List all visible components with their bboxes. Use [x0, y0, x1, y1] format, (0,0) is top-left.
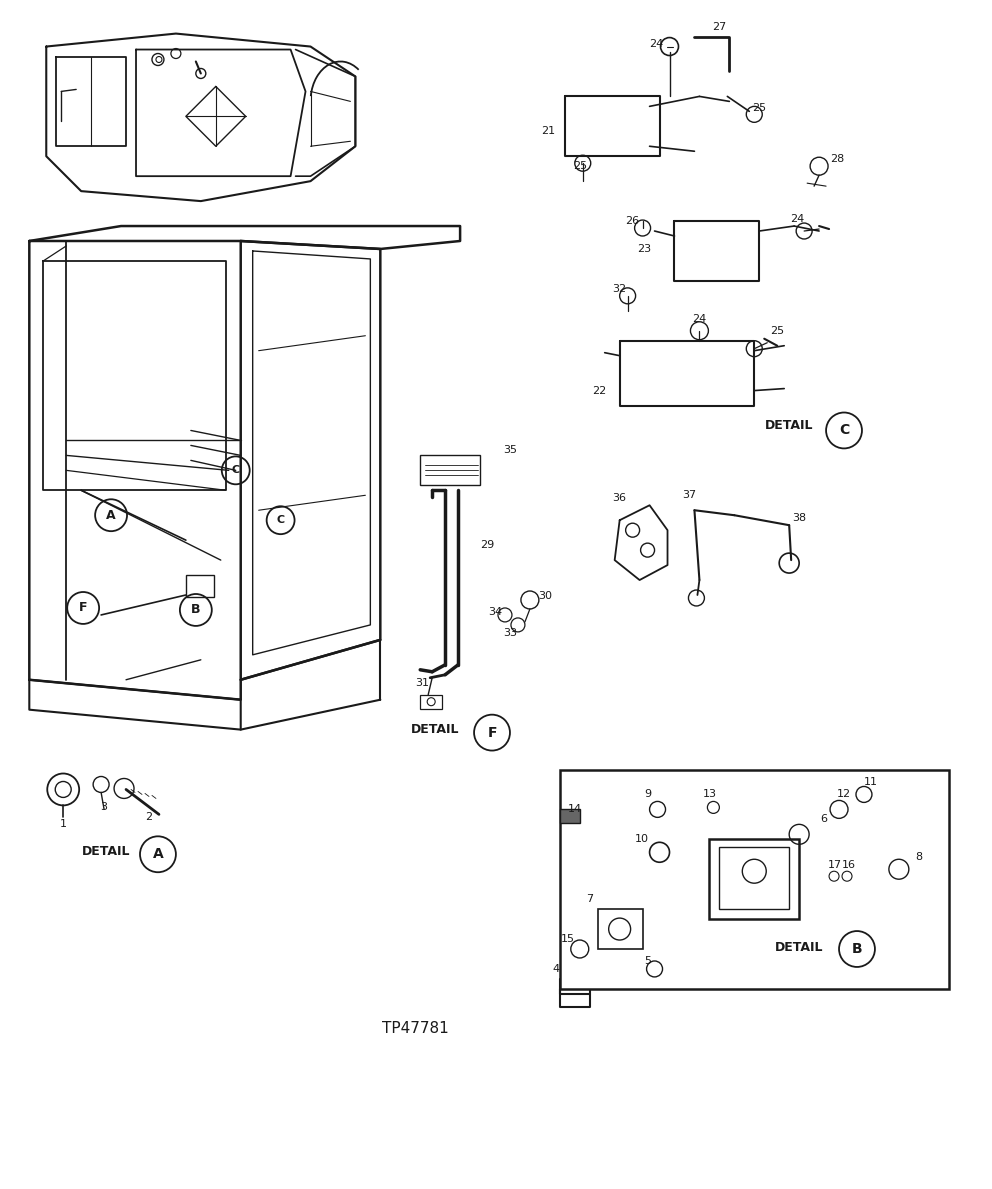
Text: 23: 23 — [638, 244, 652, 254]
Text: 28: 28 — [830, 155, 844, 164]
Bar — [421, 694, 442, 709]
Text: F: F — [487, 725, 497, 740]
Text: 7: 7 — [586, 894, 593, 904]
Bar — [559, 769, 948, 989]
Text: DETAIL: DETAIL — [765, 419, 813, 432]
Text: 24: 24 — [650, 38, 664, 49]
Text: A: A — [153, 848, 164, 861]
Text: 11: 11 — [864, 778, 878, 787]
Text: B: B — [852, 942, 862, 956]
Text: 37: 37 — [682, 490, 696, 501]
Text: 24: 24 — [790, 214, 805, 224]
Text: 31: 31 — [416, 678, 430, 687]
Bar — [421, 455, 480, 485]
Text: 29: 29 — [480, 540, 494, 551]
Bar — [709, 839, 800, 919]
Text: 25: 25 — [770, 326, 785, 335]
Text: 24: 24 — [692, 314, 706, 323]
Text: 22: 22 — [592, 385, 607, 396]
Text: 32: 32 — [613, 284, 627, 294]
Text: C: C — [232, 465, 240, 476]
Text: B: B — [191, 604, 200, 616]
Text: 35: 35 — [503, 446, 517, 455]
Text: 21: 21 — [541, 126, 555, 137]
Text: 38: 38 — [792, 514, 806, 523]
Text: C: C — [839, 423, 849, 438]
Text: 34: 34 — [488, 606, 502, 617]
Text: 36: 36 — [613, 493, 627, 503]
Text: 12: 12 — [837, 789, 851, 799]
Text: C: C — [277, 515, 285, 526]
Text: 27: 27 — [712, 21, 726, 32]
Text: 15: 15 — [560, 935, 574, 944]
Text: A: A — [106, 509, 116, 522]
Text: 25: 25 — [572, 162, 587, 171]
Text: 8: 8 — [916, 853, 923, 862]
Text: DETAIL: DETAIL — [775, 940, 823, 954]
Text: 2: 2 — [146, 812, 153, 823]
Text: 25: 25 — [752, 103, 767, 113]
Text: 17: 17 — [828, 860, 842, 870]
Text: DETAIL: DETAIL — [411, 723, 459, 736]
Text: 16: 16 — [842, 860, 856, 870]
Text: F: F — [79, 602, 87, 615]
Text: 26: 26 — [626, 216, 640, 226]
Text: 30: 30 — [538, 591, 552, 600]
Text: 4: 4 — [553, 964, 559, 974]
Text: TP47781: TP47781 — [382, 1021, 448, 1037]
Text: 10: 10 — [635, 835, 649, 844]
Bar — [598, 910, 643, 949]
Text: 6: 6 — [820, 814, 827, 824]
Text: DETAIL: DETAIL — [82, 844, 130, 857]
Text: 1: 1 — [60, 819, 66, 830]
Text: 13: 13 — [702, 789, 716, 799]
Text: 5: 5 — [644, 956, 651, 965]
Bar — [719, 848, 790, 910]
Text: 14: 14 — [567, 805, 582, 814]
Text: 9: 9 — [644, 789, 651, 799]
Text: 33: 33 — [503, 628, 517, 637]
Bar — [559, 810, 579, 823]
Text: 3: 3 — [100, 803, 107, 812]
Bar — [186, 575, 214, 597]
